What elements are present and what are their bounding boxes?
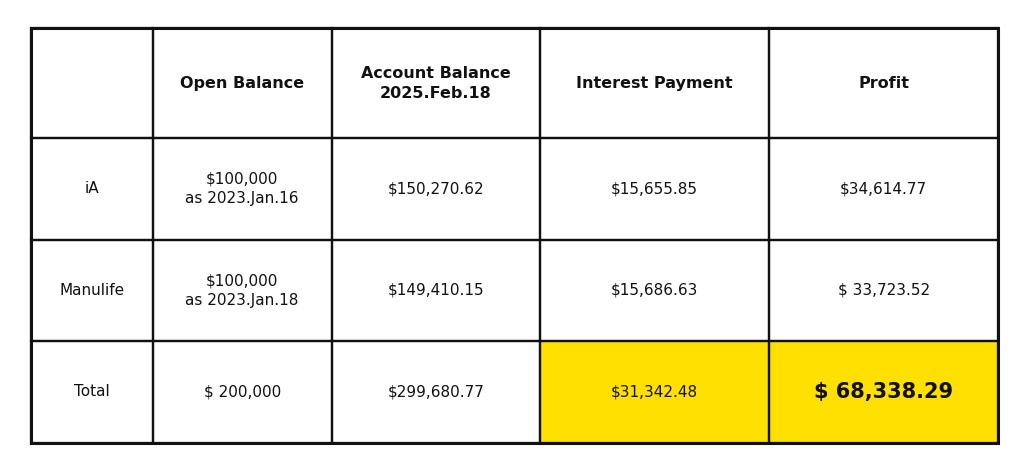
Bar	[769, 240, 998, 341]
Text: $ 33,723.52: $ 33,723.52	[838, 283, 930, 298]
Text: $149,410.15: $149,410.15	[387, 283, 484, 298]
Bar	[31, 138, 153, 240]
Bar	[31, 341, 153, 443]
Bar	[153, 138, 332, 240]
Text: Total: Total	[74, 384, 110, 399]
Bar	[153, 240, 332, 341]
Bar	[31, 28, 153, 138]
Bar	[540, 240, 769, 341]
Bar	[31, 341, 153, 443]
Bar	[540, 341, 769, 443]
Bar	[332, 240, 540, 341]
Text: Profit: Profit	[858, 76, 909, 91]
Bar	[31, 240, 153, 341]
Bar	[540, 341, 769, 443]
Bar	[332, 240, 540, 341]
Bar	[31, 28, 153, 138]
Text: $100,000
as 2023.Jan.18: $100,000 as 2023.Jan.18	[185, 273, 299, 308]
Text: $34,614.77: $34,614.77	[840, 181, 928, 196]
Bar	[540, 28, 769, 138]
Text: Account Balance
2025.Feb.18: Account Balance 2025.Feb.18	[360, 66, 511, 101]
Bar	[769, 138, 998, 240]
Text: $15,686.63: $15,686.63	[610, 283, 698, 298]
Bar	[31, 138, 153, 240]
Bar	[332, 138, 540, 240]
Bar	[332, 28, 540, 138]
Bar	[153, 28, 332, 138]
Bar	[332, 138, 540, 240]
Bar	[769, 28, 998, 138]
Bar	[769, 28, 998, 138]
Text: $ 200,000: $ 200,000	[204, 384, 281, 399]
Bar	[153, 341, 332, 443]
Bar	[540, 138, 769, 240]
Bar	[332, 28, 540, 138]
Bar	[769, 341, 998, 443]
Text: $ 68,338.29: $ 68,338.29	[814, 382, 953, 402]
Text: $15,655.85: $15,655.85	[611, 181, 698, 196]
Bar	[769, 240, 998, 341]
Text: $150,270.62: $150,270.62	[387, 181, 484, 196]
Bar	[540, 138, 769, 240]
Bar	[540, 240, 769, 341]
Bar	[332, 341, 540, 443]
Text: $31,342.48: $31,342.48	[611, 384, 698, 399]
Bar	[332, 341, 540, 443]
Bar	[153, 28, 332, 138]
Text: Open Balance: Open Balance	[180, 76, 304, 91]
Bar	[769, 138, 998, 240]
Bar	[31, 240, 153, 341]
Text: Interest Payment: Interest Payment	[577, 76, 733, 91]
Bar	[153, 240, 332, 341]
Bar	[769, 341, 998, 443]
Bar	[153, 138, 332, 240]
Bar	[31, 28, 998, 443]
Text: iA: iA	[84, 181, 99, 196]
Text: $100,000
as 2023.Jan.16: $100,000 as 2023.Jan.16	[185, 171, 299, 206]
Text: Manulife: Manulife	[59, 283, 124, 298]
Bar	[153, 341, 332, 443]
Text: $299,680.77: $299,680.77	[387, 384, 484, 399]
Bar	[540, 28, 769, 138]
